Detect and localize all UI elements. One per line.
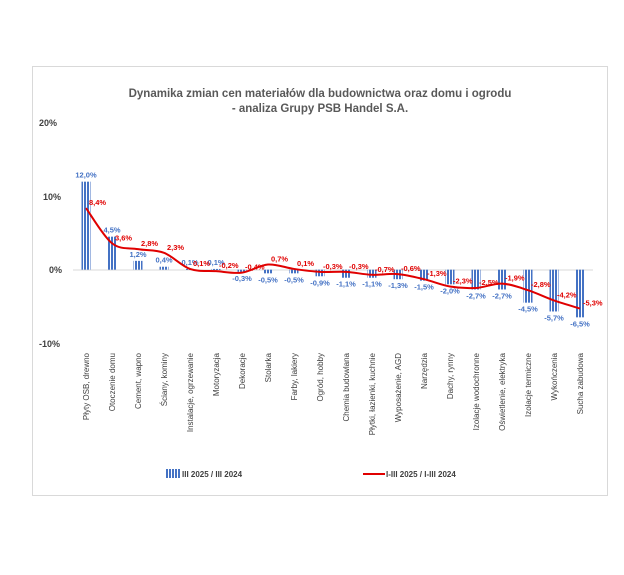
line-series <box>85 207 581 310</box>
category-label: Chemia budowlana <box>342 352 351 421</box>
category-labels: Płyty OSB, drewno Otoczenie domu Cement, w… <box>82 352 585 435</box>
bar-15 <box>471 269 481 290</box>
line-data-label: 0,1% <box>193 259 210 268</box>
bar-data-label: -0,3% <box>232 274 252 283</box>
bar-5 <box>211 268 221 270</box>
category-label: Izolacje termiczne <box>524 352 533 417</box>
bar-data-label: -4,5% <box>518 305 538 314</box>
y-tick-label: 10% <box>43 192 61 202</box>
line-data-label: 8,4% <box>89 198 106 207</box>
legend: III 2025 / III 2024 I-III 2025 / I-III 2… <box>166 469 456 479</box>
line-data-label: -4,2% <box>557 290 577 299</box>
line-data-label: -2,3% <box>453 277 473 286</box>
bar-8 <box>289 269 299 274</box>
line-data-label: -0,4% <box>245 263 265 272</box>
bar-data-label: 12,0% <box>75 171 97 180</box>
bar-data-label: -0,5% <box>258 275 278 284</box>
legend-label-line: I-III 2025 / I-III 2024 <box>386 470 456 479</box>
bar-19 <box>575 269 585 318</box>
bar-data-label: 4,5% <box>103 226 120 235</box>
bar-data-label: -5,7% <box>544 313 564 322</box>
category-label: Oświetlenie, elektryka <box>498 352 507 430</box>
bar-6 <box>237 269 247 272</box>
line-path <box>85 207 581 310</box>
chart: Dynamika zmian cen materiałów dla budown… <box>39 88 603 479</box>
line-data-label: -2,8% <box>531 280 551 289</box>
bar-data-label: -2,0% <box>440 286 460 295</box>
line-data-label: -2,5% <box>479 278 499 287</box>
category-label: Izolacje wodochronne <box>472 352 481 430</box>
line-data-label: -0,6% <box>401 264 421 273</box>
bar-2 <box>133 260 143 270</box>
bar-data-label: -2,7% <box>466 291 486 300</box>
chart-title-line-1: Dynamika zmian cen materiałów dla budown… <box>129 88 512 100</box>
line-data-label: -5,3% <box>583 299 603 308</box>
line-data-label: 0,7% <box>271 255 288 264</box>
category-label: Cement, wapno <box>134 352 143 409</box>
category-label: Ogród, hobby <box>316 353 325 401</box>
category-label: Stolarka <box>264 352 273 382</box>
bar-data-label: 0,1% <box>181 258 198 267</box>
category-label: Otoczenie domu <box>108 353 117 411</box>
legend-swatch-bars <box>166 469 180 478</box>
category-label: Wyposażenie, AGD <box>394 353 403 423</box>
line-data-label: -1,3% <box>427 269 447 278</box>
bar-data-label: -0,5% <box>284 275 304 284</box>
chart-frame: Dynamika zmian cen materiałów dla budown… <box>32 66 608 496</box>
line-data-label: -0,3% <box>323 262 343 271</box>
line-data-labels: 8,4%3,6%2,8% 2,3%0,1% -0,2% -0,4%0,7% 0,1% -0… <box>89 198 603 307</box>
bar-7 <box>263 269 273 274</box>
line-data-label: -0,3% <box>349 262 369 271</box>
y-tick-label: 0% <box>49 265 62 275</box>
category-label: Narzędzia <box>420 352 429 389</box>
bar-0 <box>81 181 91 270</box>
bar-11 <box>367 269 377 278</box>
bar-data-label: -1,3% <box>388 281 408 290</box>
bar-data-labels: 12,0%4,5%1,2%0,4% 0,1% 0,1%-0,3% -0,5% -0,5%… <box>75 171 590 329</box>
line-data-label: 2,8% <box>141 239 158 248</box>
bar-data-label: -0,9% <box>310 278 330 287</box>
bar-data-label: -1,1% <box>362 280 382 289</box>
bar-1 <box>107 236 117 270</box>
y-tick-label: 20% <box>39 118 57 128</box>
bar-18 <box>549 269 559 312</box>
bar-data-label: -1,5% <box>414 283 434 292</box>
category-label: Płyty OSB, drewno <box>82 352 91 420</box>
bar-10 <box>341 269 351 278</box>
line-data-label: -0,2% <box>219 261 239 270</box>
bar-3 <box>159 266 169 270</box>
bar-9 <box>315 269 325 277</box>
bar-data-label: 1,2% <box>129 250 146 259</box>
line-data-label: 2,3% <box>167 243 184 252</box>
y-tick-label: -10% <box>39 339 60 349</box>
bar-14 <box>445 269 455 285</box>
line-data-label: 3,6% <box>115 233 132 242</box>
category-label: Wykończenia <box>550 352 559 400</box>
line-data-label: 0,1% <box>297 259 314 268</box>
bar-data-label: 0,4% <box>155 256 172 265</box>
line-data-label: -0,7% <box>375 265 395 274</box>
bar-data-label: -6,5% <box>570 319 590 328</box>
legend-label-bars: III 2025 / III 2024 <box>182 470 243 479</box>
category-label: Farby, lakiery <box>290 353 299 400</box>
bar-17 <box>523 269 533 303</box>
category-label: Sucha zabudowa <box>576 352 585 414</box>
bar-data-label: -2,7% <box>492 291 512 300</box>
bar-data-label: -1,1% <box>336 280 356 289</box>
bar-13 <box>419 269 429 281</box>
line-data-label: -1,9% <box>505 274 525 283</box>
category-label: Ściany, kominy <box>160 353 169 406</box>
bar-16 <box>497 269 507 290</box>
category-label: Motoryzacja <box>212 352 221 396</box>
bar-data-label: 0,1% <box>207 258 224 267</box>
category-label: Płytki, łazienki, kuchnie <box>368 352 377 435</box>
category-label: Instalacje, ogrzewanie <box>186 352 195 432</box>
chart-title-line-2: - analiza Grupy PSB Handel S.A. <box>232 103 408 115</box>
category-label: Dachy, rynny <box>446 353 455 399</box>
category-label: Dekoracje <box>238 352 247 389</box>
